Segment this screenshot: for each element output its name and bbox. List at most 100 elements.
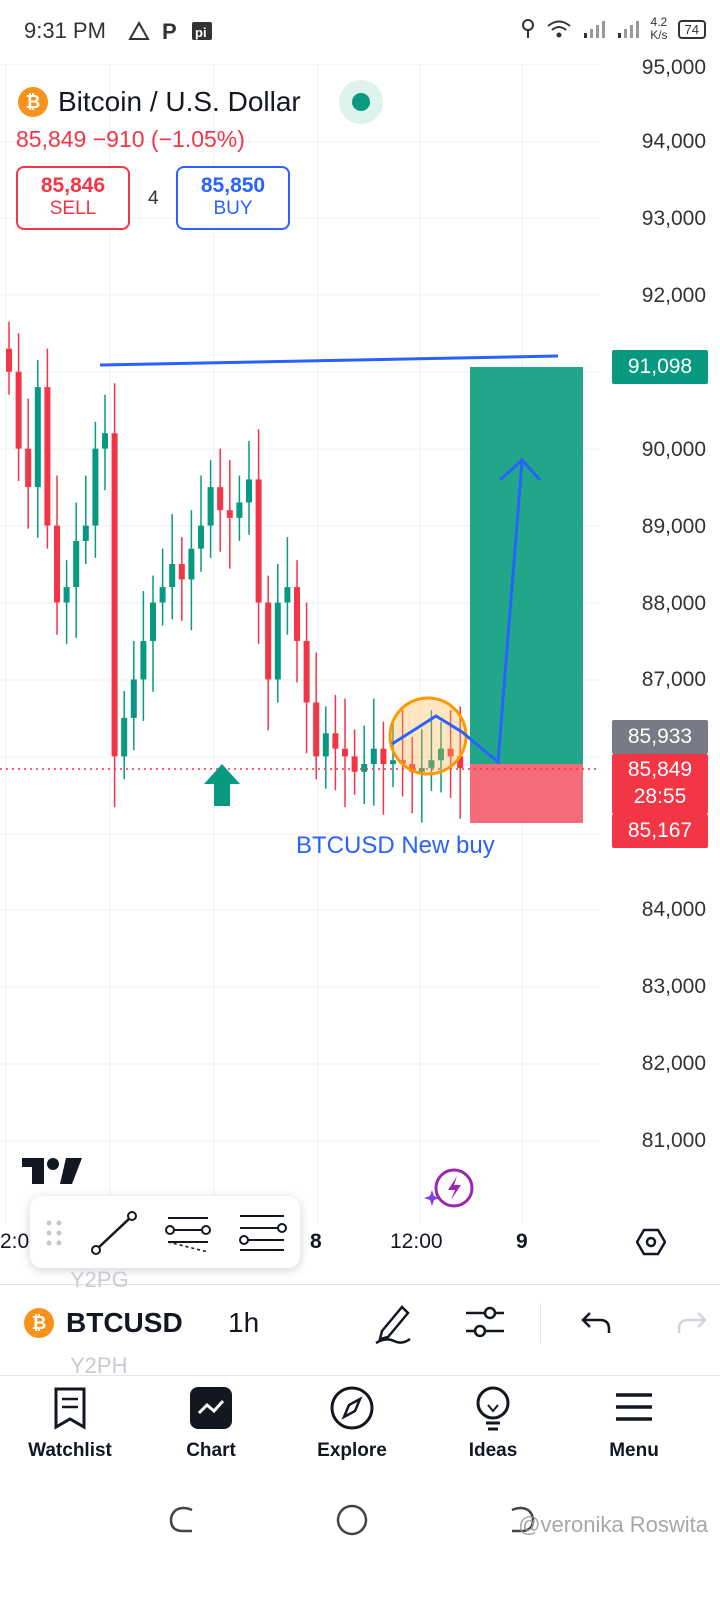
p-app-icon: P [162, 20, 177, 42]
stop-price-tag: 85,167 [612, 814, 708, 848]
fib-retracement-tool-icon[interactable] [164, 1210, 212, 1256]
svg-text:pi: pi [195, 25, 207, 40]
bottom-navigation: Watchlist Chart Explore Ideas Menu [0, 1375, 720, 1485]
gray-price-tag: 85,933 [612, 720, 708, 754]
stop-zone[interactable] [470, 764, 583, 823]
price-axis-label: 89,000 [641, 515, 706, 538]
candle-body [380, 748, 387, 765]
nav-chart[interactable]: Chart [151, 1385, 271, 1462]
candle-body [255, 479, 262, 603]
candle-body [178, 564, 185, 580]
chart-icon [190, 1387, 232, 1429]
projection-path[interactable] [391, 461, 524, 766]
candle-body [63, 587, 70, 603]
recent-apps-icon[interactable] [168, 1504, 198, 1534]
nav-menu[interactable]: Menu [574, 1385, 694, 1462]
candlestick-chart[interactable] [0, 64, 720, 1284]
time-axis-label: 9 [516, 1230, 528, 1253]
symbol-header[interactable]: ₿ Bitcoin / U.S. Dollar [18, 80, 383, 124]
symbol-selector[interactable]: ₿ BTCUSD [24, 1307, 183, 1339]
indicators-icon[interactable] [464, 1301, 506, 1343]
candle-body [111, 433, 118, 757]
candle-body [92, 448, 99, 526]
price-axis-label: 83,000 [641, 975, 706, 998]
nav-ideas[interactable]: Ideas [433, 1385, 553, 1462]
signal-icon [584, 21, 606, 38]
candle-body [246, 479, 252, 503]
drawing-toolbar[interactable] [30, 1196, 300, 1268]
candle-body [313, 702, 320, 757]
drag-handle-icon[interactable] [44, 1218, 66, 1248]
buy-arrow-icon[interactable] [204, 764, 240, 806]
interval-selector[interactable]: 1h [228, 1307, 260, 1338]
price-axis-label: 81,000 [641, 1129, 706, 1152]
market-status-icon[interactable] [338, 80, 383, 124]
candle-body [226, 510, 233, 518]
nav-label: Watchlist [28, 1440, 112, 1461]
bitcoin-logo-icon: ₿ [18, 87, 48, 117]
candle-body [73, 540, 80, 588]
arrow-head-icon [498, 457, 542, 482]
drive-icon [128, 20, 150, 40]
svg-text:P: P [162, 20, 177, 42]
candle-body [159, 587, 166, 603]
sell-button[interactable]: 85,846 SELL [16, 166, 130, 230]
candle-body [169, 564, 176, 588]
net-speed: 4.2 K/s [650, 16, 667, 42]
ghost-symbol-below: Y2PH [70, 1353, 128, 1378]
candle-body [399, 760, 406, 765]
price-axis-label: 94,000 [641, 130, 706, 153]
candle-body [44, 387, 51, 526]
price-axis-label: 92,000 [641, 284, 706, 307]
redo-icon[interactable] [676, 1307, 708, 1337]
candle-body [351, 756, 358, 772]
spread-value: 4 [148, 188, 159, 209]
ai-assistant-icon[interactable] [424, 1168, 474, 1210]
chart-settings-icon[interactable] [636, 1228, 666, 1256]
ghost-symbol-above: Y2PG [70, 1267, 129, 1292]
candle-countdown: 28:55 [633, 785, 687, 808]
candle-body [34, 387, 41, 488]
candle-body [409, 764, 416, 772]
resistance-line[interactable] [99, 354, 559, 367]
last-price-tag: 85,849 28:55 [612, 754, 708, 814]
candle-body [265, 602, 272, 680]
time-axis-label: 8 [310, 1230, 322, 1253]
candle-body [217, 487, 224, 511]
candle-body [361, 764, 368, 772]
parallel-channel-tool-icon[interactable] [236, 1210, 288, 1256]
symbol-ticker: BTCUSD [66, 1307, 183, 1338]
system-navigation [0, 1490, 720, 1600]
back-icon[interactable] [506, 1504, 536, 1534]
status-indicators: 4.2 K/s 74 [520, 16, 706, 42]
candle-body [82, 525, 89, 541]
nav-watchlist[interactable]: Watchlist [10, 1385, 130, 1462]
symbol-title[interactable]: Bitcoin / U.S. Dollar [58, 86, 301, 117]
candle-body [6, 348, 12, 372]
chart-area[interactable]: 95,000 94,000 93,000 92,000 90,000 89,00… [0, 56, 720, 1284]
drawing-tools-icon[interactable] [372, 1299, 414, 1345]
price-axis-label: 93,000 [641, 207, 706, 230]
candles-group [6, 321, 464, 823]
candle-body [54, 525, 60, 603]
signal-icon-2 [618, 21, 640, 38]
tradingview-logo-icon [22, 1158, 82, 1184]
battery-indicator: 74 [677, 19, 706, 39]
nav-label: Ideas [468, 1440, 518, 1461]
nav-explore[interactable]: Explore [292, 1385, 412, 1462]
price-axis-label: 87,000 [641, 668, 706, 691]
highlight-circle[interactable] [388, 696, 468, 776]
location-icon [522, 19, 535, 38]
home-icon[interactable] [336, 1504, 368, 1536]
undo-icon[interactable] [580, 1307, 612, 1337]
trend-line-tool-icon[interactable] [90, 1210, 138, 1256]
sell-price: 85,846 [40, 174, 106, 197]
lightbulb-icon [476, 1386, 510, 1431]
time-axis-label: 12:00 [390, 1230, 443, 1253]
buy-button[interactable]: 85,850 BUY [176, 166, 290, 230]
target-zone[interactable] [470, 367, 583, 764]
candle-body [25, 448, 32, 488]
watchlist-icon [54, 1387, 86, 1430]
chart-annotation-text[interactable]: BTCUSD New buy [296, 832, 495, 859]
toolbar-divider [540, 1303, 541, 1343]
